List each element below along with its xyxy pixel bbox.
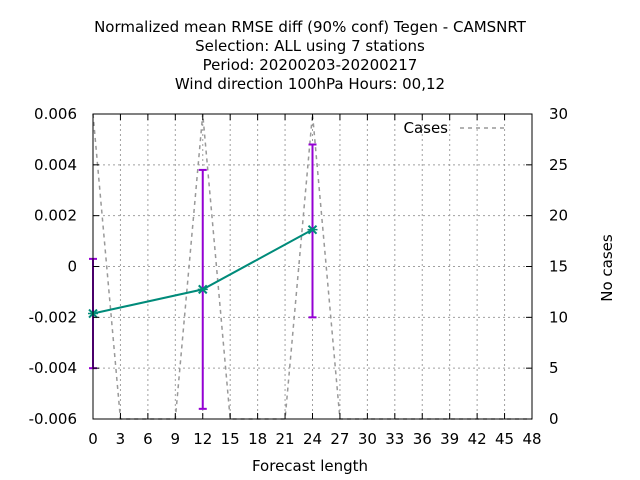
axis-ticks [92, 113, 533, 420]
y2-tick-label: 5 [549, 359, 559, 377]
grid [93, 114, 532, 419]
y2-tick-label: 15 [549, 258, 568, 276]
x-tick-label: 15 [221, 430, 240, 448]
x-tick-labels: 0 3 6 9 12 15 18 21 24 27 30 33 36 39 42 45 48 [88, 430, 541, 448]
x-tick-label: 21 [276, 430, 295, 448]
title-line-1: Selection: ALL using 7 stations [195, 37, 425, 55]
y2-tick-label: 10 [549, 308, 568, 326]
y2-tick-label: 20 [549, 207, 568, 225]
y-tick-label: 0 [67, 258, 77, 276]
x-tick-label: 39 [440, 430, 459, 448]
title-line-3: Wind direction 100hPa Hours: 00,12 [175, 75, 445, 93]
y-tick-labels: 0.006 0.004 0.002 0 -0.002 -0.004 -0.006 [29, 105, 77, 428]
x-tick-label: 0 [88, 430, 98, 448]
data-point [307, 224, 318, 235]
x-tick-label: 24 [303, 430, 322, 448]
x-tick-label: 18 [248, 430, 267, 448]
x-tick-label: 30 [358, 430, 377, 448]
data-point [197, 284, 208, 295]
x-tick-label: 27 [330, 430, 349, 448]
y-tick-label: -0.004 [29, 359, 77, 377]
y-tick-label: 0.002 [34, 207, 77, 225]
x-tick-label: 33 [385, 430, 404, 448]
cases-line [92, 113, 532, 420]
y2-tick-labels: 30 25 20 15 10 5 0 [549, 105, 568, 428]
y-tick-label: 0.004 [34, 156, 77, 174]
y-tick-label: -0.006 [29, 410, 77, 428]
legend-label-cases: Cases [403, 119, 448, 137]
y2-tick-label: 25 [549, 156, 568, 174]
x-tick-label: 42 [468, 430, 487, 448]
x-tick-label: 36 [413, 430, 432, 448]
y-tick-label: 0.006 [34, 105, 77, 123]
y2-tick-label: 30 [549, 105, 568, 123]
x-tick-label: 6 [143, 430, 153, 448]
chart-title: Normalized mean RMSE diff (90% conf) Teg… [94, 18, 527, 93]
y-tick-label: -0.002 [29, 308, 77, 326]
x-axis-label: Forecast length [252, 457, 368, 475]
cases-series [92, 113, 532, 420]
legend: Cases [403, 119, 506, 137]
y2-axis-label: No cases [598, 234, 616, 302]
x-tick-label: 45 [495, 430, 514, 448]
title-line-2: Period: 20200203-20200217 [203, 56, 418, 74]
y2-tick-label: 0 [549, 410, 559, 428]
x-tick-label: 9 [171, 430, 181, 448]
x-tick-label: 12 [193, 430, 212, 448]
x-tick-label: 3 [116, 430, 126, 448]
x-tick-label: 48 [522, 430, 541, 448]
title-line-0: Normalized mean RMSE diff (90% conf) Teg… [94, 18, 527, 36]
